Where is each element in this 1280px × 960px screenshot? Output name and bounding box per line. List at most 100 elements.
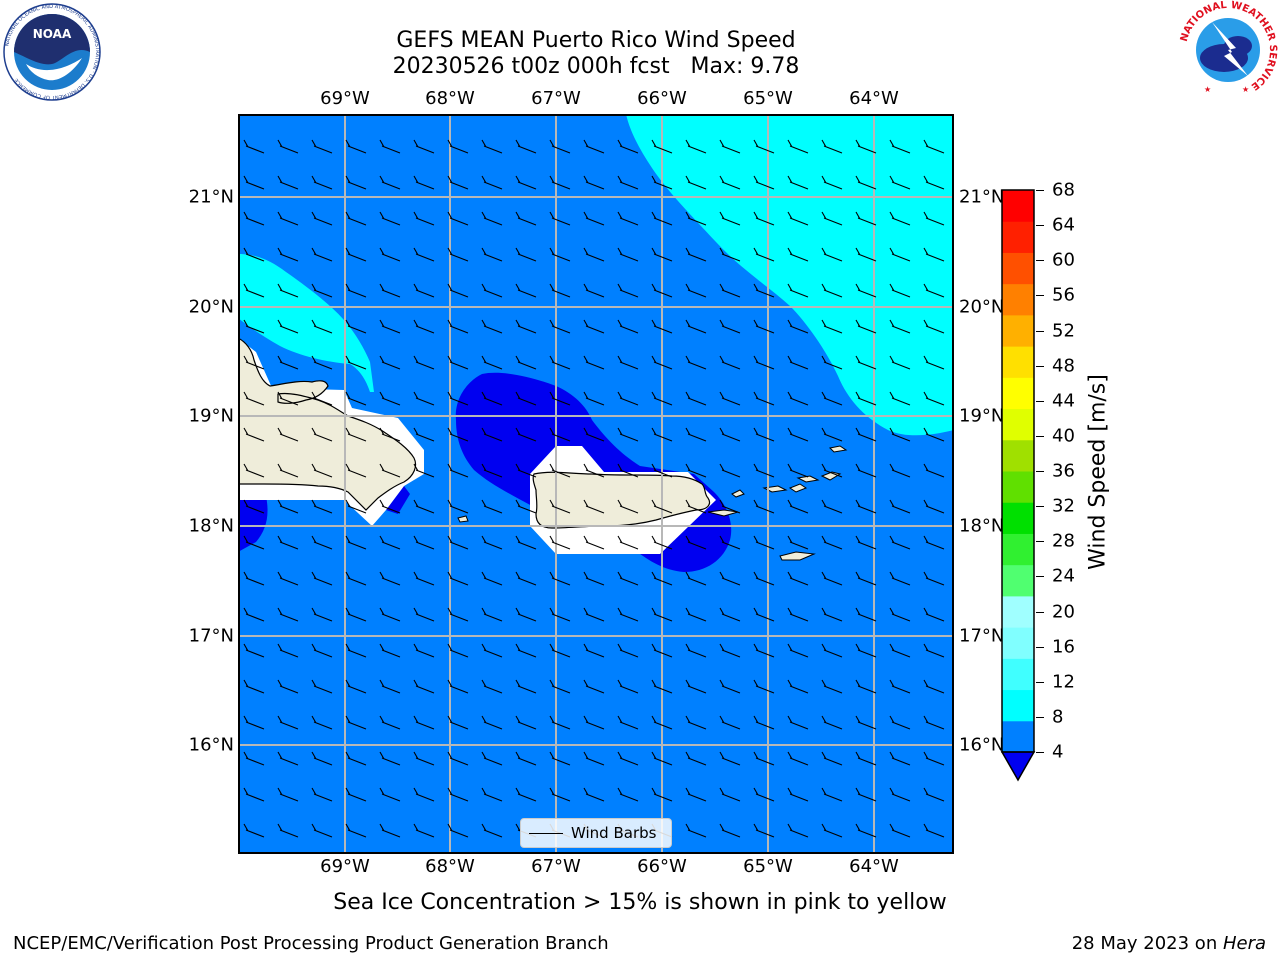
wind-barb	[889, 787, 911, 802]
wind-barb	[379, 751, 401, 766]
wind-barb	[923, 823, 945, 838]
colorbar-tick-label: 68	[1052, 179, 1075, 201]
wind-barb	[821, 643, 843, 658]
wind-barb	[583, 427, 605, 442]
wind-barb	[481, 247, 503, 262]
wind-barb	[855, 715, 877, 730]
wind-barb	[787, 787, 809, 802]
wind-barb	[617, 499, 639, 514]
wind-barb	[515, 211, 537, 226]
wind-barb	[549, 751, 571, 766]
wind-barb	[617, 463, 639, 478]
wind-barb	[311, 247, 333, 262]
wind-barb	[787, 355, 809, 370]
wind-barb	[855, 247, 877, 262]
map-title: GEFS MEAN Puerto Rico Wind Speed	[396, 28, 796, 53]
wind-barb	[447, 499, 469, 514]
wind-speed-colorbar	[1000, 189, 1036, 782]
wind-barb	[787, 211, 809, 226]
wind-barb	[379, 787, 401, 802]
wind-barb	[277, 679, 299, 694]
wind-barb	[787, 571, 809, 586]
wind-barb	[855, 787, 877, 802]
lat-label-right-21n: 21°N	[959, 186, 1005, 208]
wind-barb	[413, 715, 435, 730]
colorbar-tick-label: 40	[1052, 425, 1075, 447]
wind-barb	[243, 607, 265, 622]
wind-barb	[583, 607, 605, 622]
wind-barb	[277, 535, 299, 550]
wind-barb	[447, 139, 469, 154]
wind-barb	[923, 751, 945, 766]
wind-barb	[583, 391, 605, 406]
wind-barb	[855, 283, 877, 298]
wind-barb	[821, 715, 843, 730]
colorbar-tick-mark	[1036, 681, 1044, 683]
wind-barb	[787, 319, 809, 334]
wind-barb	[515, 499, 537, 514]
wind-barb	[583, 499, 605, 514]
wind-barb	[855, 679, 877, 694]
wind-barb	[379, 535, 401, 550]
wind-barb	[821, 463, 843, 478]
wind-barb	[243, 391, 265, 406]
wind-barb	[821, 139, 843, 154]
wind-barb	[787, 679, 809, 694]
lat-label-left-21n: 21°N	[188, 186, 234, 208]
lat-label-right-19n: 19°N	[959, 405, 1005, 427]
wind-barb	[515, 751, 537, 766]
wind-barb	[515, 391, 537, 406]
wind-barb	[685, 715, 707, 730]
colorbar-segment	[1002, 471, 1034, 503]
wind-barb	[923, 499, 945, 514]
wind-barb	[685, 679, 707, 694]
wind-barb	[345, 247, 367, 262]
wind-barb	[685, 319, 707, 334]
wind-barb	[583, 715, 605, 730]
wind-barb	[889, 499, 911, 514]
wind-barb	[481, 139, 503, 154]
wind-barb	[855, 319, 877, 334]
wind-barb	[413, 643, 435, 658]
wind-barb	[719, 751, 741, 766]
wind-barb	[311, 211, 333, 226]
wind-barb	[481, 679, 503, 694]
wind-barb	[549, 247, 571, 262]
wind-barb	[277, 715, 299, 730]
wind-barb	[549, 715, 571, 730]
wind-barb	[345, 499, 367, 514]
wind-barb	[311, 823, 333, 838]
wind-barb	[277, 823, 299, 838]
wind-barb	[311, 283, 333, 298]
wind-barb	[685, 607, 707, 622]
wind-barb	[379, 391, 401, 406]
colorbar-tick-mark	[1036, 611, 1044, 613]
wind-barb	[753, 751, 775, 766]
colorbar-tick-label: 48	[1052, 355, 1075, 377]
colorbar-tick-mark	[1036, 400, 1044, 402]
colorbar-tick-mark	[1036, 365, 1044, 367]
lat-label-right-18n: 18°N	[959, 515, 1005, 537]
wind-barb	[651, 751, 673, 766]
wind-barb	[651, 175, 673, 190]
wind-barb	[651, 427, 673, 442]
wind-barb	[413, 139, 435, 154]
colorbar-segment	[1002, 658, 1034, 691]
wind-barb	[515, 175, 537, 190]
wind-barb	[617, 283, 639, 298]
wind-barb	[617, 535, 639, 550]
wind-barb	[481, 571, 503, 586]
wind-barb	[379, 211, 401, 226]
wind-barb	[243, 787, 265, 802]
nws-logo: NATIONAL WEATHER SERVICE ★ ★	[1179, 0, 1278, 98]
wind-barb	[583, 751, 605, 766]
wind-barb	[787, 175, 809, 190]
lat-label-left-17n: 17°N	[188, 625, 234, 647]
colorbar-tick-mark	[1036, 646, 1044, 648]
wind-barb	[515, 463, 537, 478]
wind-barb	[481, 607, 503, 622]
wind-barb	[515, 427, 537, 442]
wind-barb	[855, 391, 877, 406]
wind-barb	[447, 283, 469, 298]
wind-barb	[413, 211, 435, 226]
